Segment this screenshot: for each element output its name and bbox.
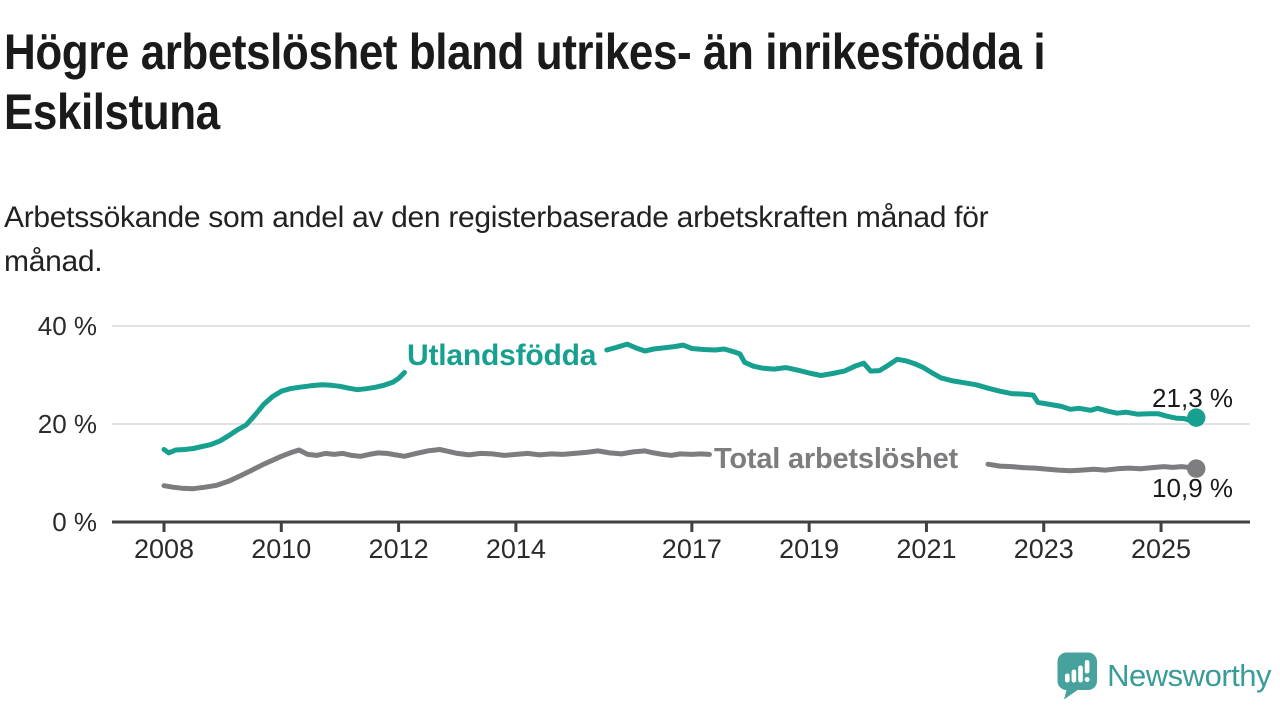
title-line-2: Eskilstuna [4, 84, 220, 140]
x-axis-label: 2012 [369, 534, 429, 564]
title-line-1: Högre arbetslöshet bland utrikes- än inr… [4, 24, 1046, 80]
x-axis-label: 2010 [251, 534, 311, 564]
y-axis-label: 40 % [38, 311, 97, 341]
page-title: Högre arbetslöshet bland utrikes- än inr… [4, 22, 1046, 142]
series-line-total [985, 461, 1199, 474]
x-axis-label: 2014 [486, 534, 546, 564]
end-value-total-arbetsloshet: 10,9 % [1152, 473, 1233, 503]
logo-bar-1 [1065, 673, 1070, 683]
newsworthy-logo: Newsworthy [1057, 652, 1271, 700]
logo-bar-3 [1078, 665, 1083, 683]
x-axis-label: 2023 [1014, 534, 1074, 564]
logo-bubble-shape [1057, 652, 1098, 700]
logo-exclamation-dot [1084, 677, 1090, 682]
series-end-dot-total [1187, 459, 1206, 478]
series-line-utlandsfodda [604, 341, 1199, 424]
line-chart: 0 % 20 % 40 % 2008 2010 2012 2014 2017 2019 2021 2… [0, 292, 1280, 580]
series-line-utlandsfodda [161, 370, 407, 456]
series-label-total-arbetsloshet: Total arbetslöshet [714, 443, 959, 475]
x-axis-label: 2021 [896, 534, 956, 564]
y-axis-label: 0 % [52, 507, 97, 537]
x-axis-label: 2008 [134, 534, 194, 564]
chart-subtitle: Arbetssökande som andel av den registerb… [4, 196, 989, 284]
series-label-utlandsfodda: Utlandsfödda [407, 339, 597, 372]
x-axis-label: 2025 [1131, 534, 1191, 564]
series-end-dot-utlandsfodda [1187, 408, 1206, 427]
subtitle-line-1: Arbetssökande som andel av den registerb… [4, 201, 989, 234]
logo-exclamation-bar [1084, 660, 1090, 674]
series-line-total [161, 447, 712, 492]
logo-bar-2 [1071, 669, 1077, 683]
x-axis-label: 2019 [779, 534, 839, 564]
newsworthy-logo-icon [1057, 652, 1098, 700]
x-axis-label: 2017 [662, 534, 722, 564]
subtitle-line-2: månad. [4, 245, 103, 278]
y-axis-label: 20 % [38, 409, 97, 439]
chart-canvas: 0 % 20 % 40 % 2008 2010 2012 2014 2017 2019 2021 2… [38, 311, 1250, 564]
end-value-utlandsfodda: 21,3 % [1152, 383, 1233, 413]
brand-name: Newsworthy [1107, 658, 1271, 693]
